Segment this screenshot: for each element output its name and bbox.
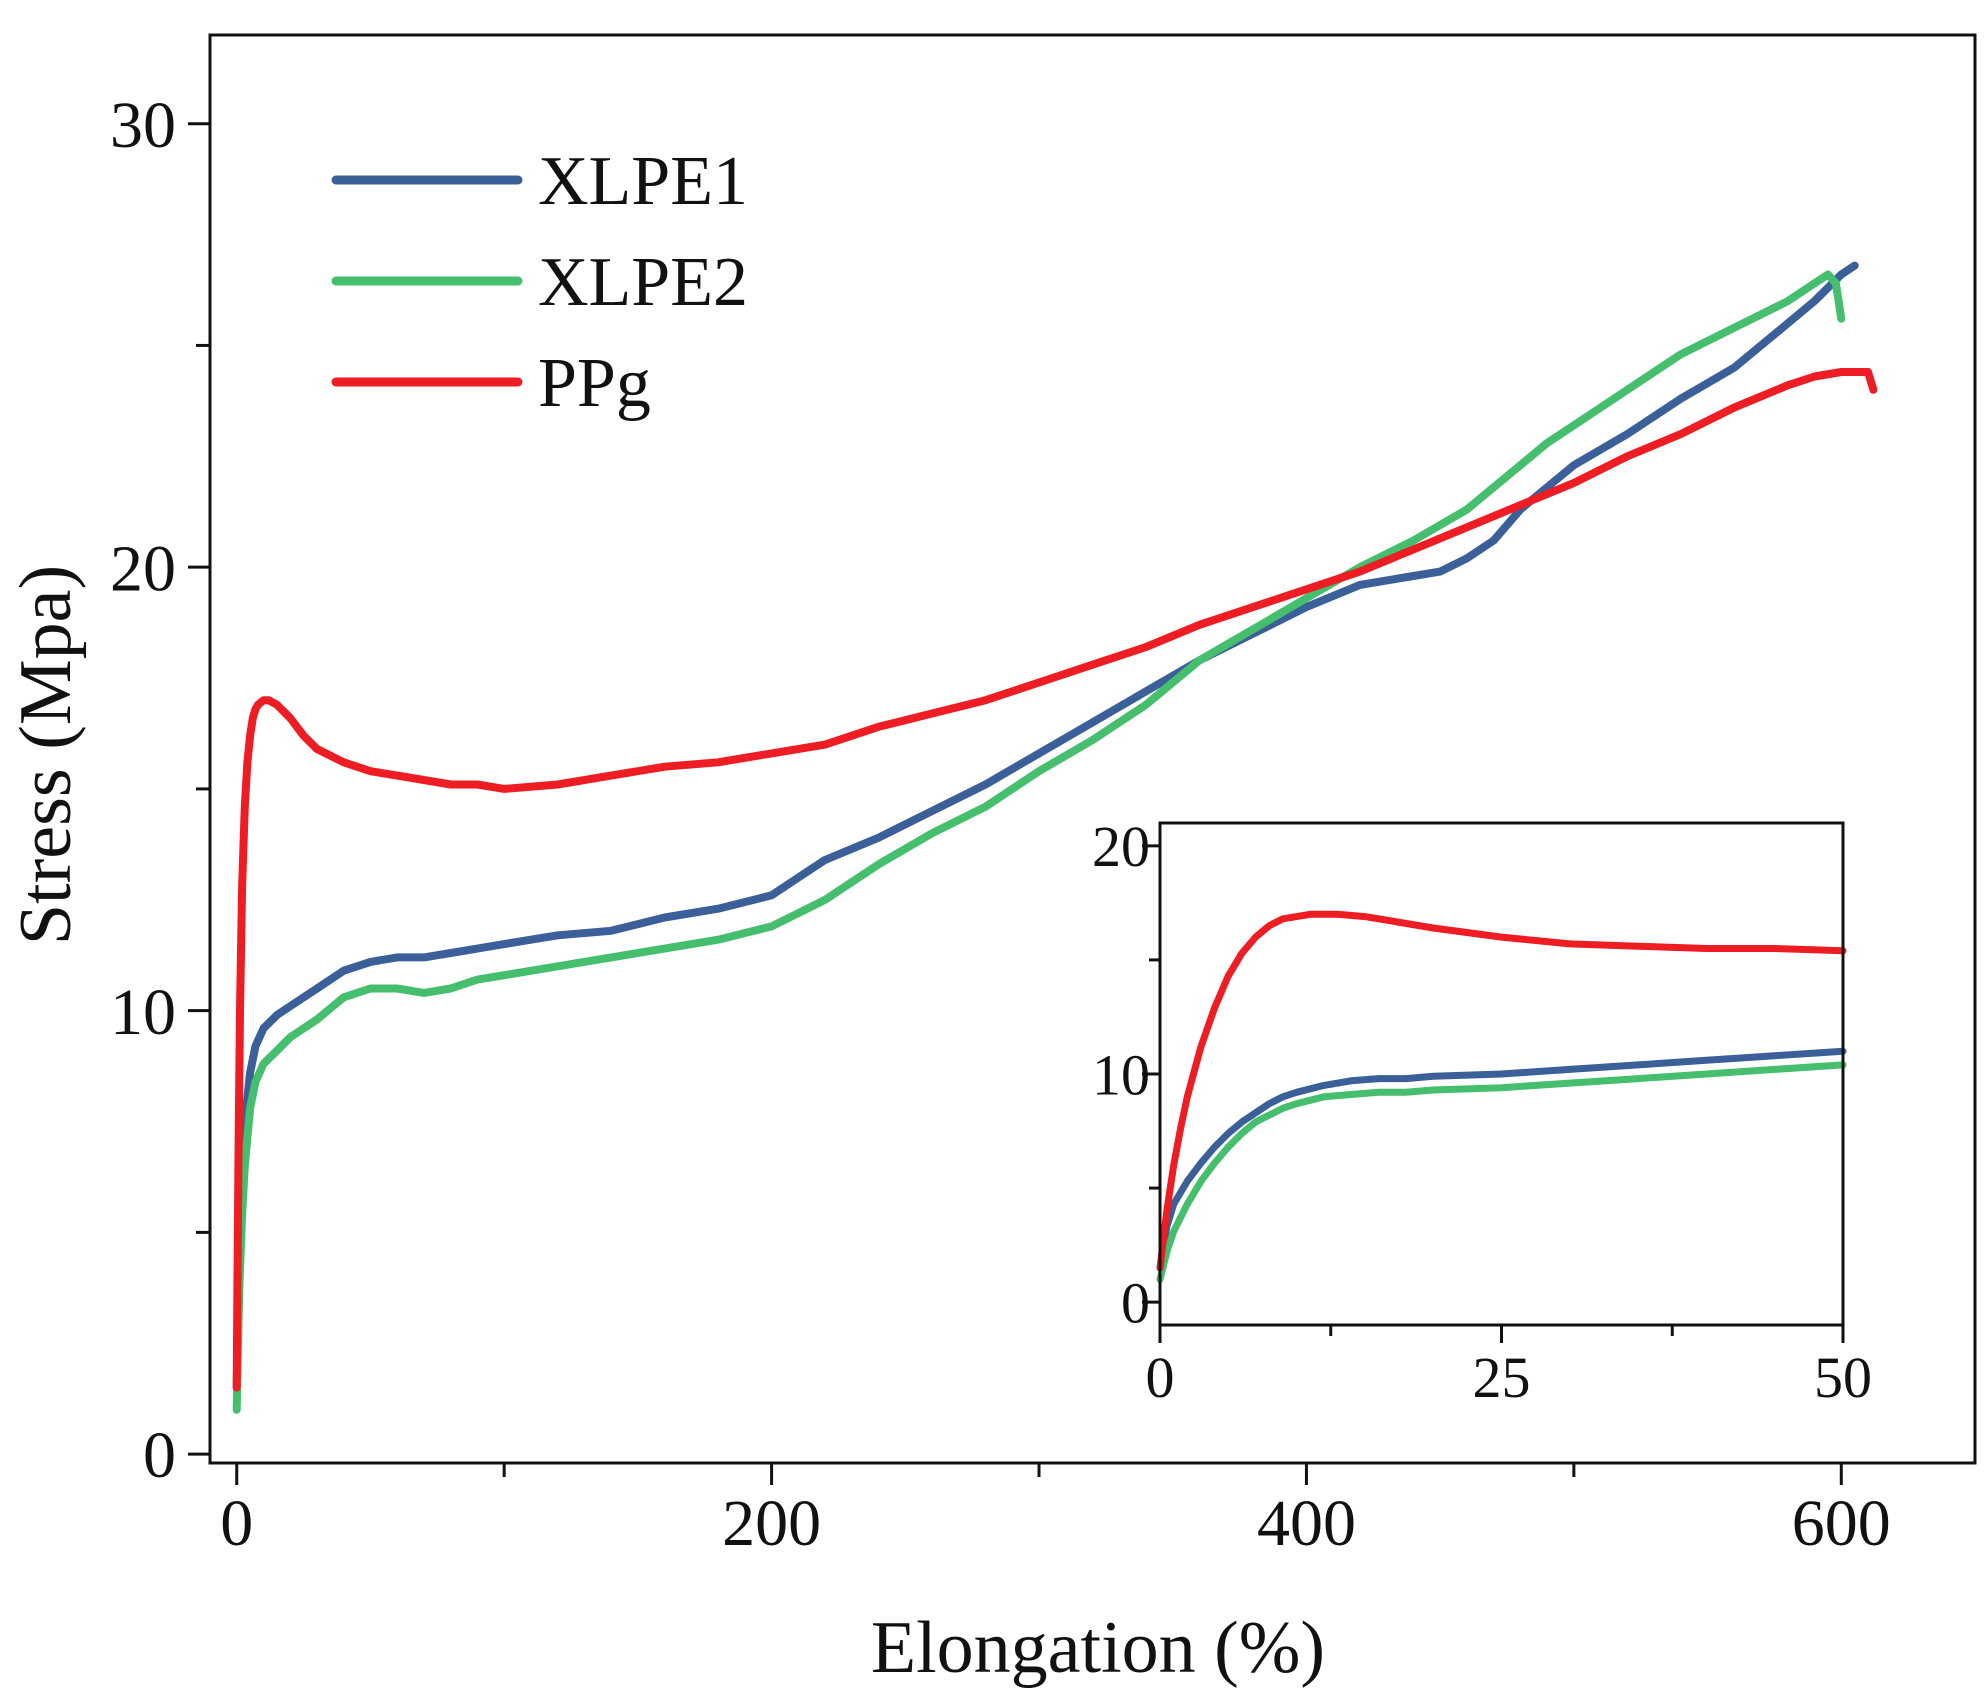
main-x-tick-label: 600 [1792, 1487, 1891, 1560]
main-series-line-xlpe1 [232, 261, 1859, 1392]
inset-x-tick-label: 25 [1473, 1345, 1531, 1410]
inset-y-tick-label: 10 [1092, 1042, 1150, 1107]
main-y-tick-label: 30 [110, 89, 176, 162]
main-y-tick-label: 20 [110, 532, 176, 605]
inset-x-tick-label: 50 [1814, 1345, 1872, 1410]
main-y-tick-label: 0 [143, 1419, 176, 1492]
main-series-line-xlpe2 [232, 270, 1846, 1414]
main-y-tick-label: 10 [110, 976, 176, 1049]
y-axis-label: Stress (Mpa) [5, 565, 87, 945]
main-x-tick-label: 0 [220, 1487, 253, 1560]
inset-x-tick-label: 0 [1146, 1345, 1175, 1410]
inset-series-line-xlpe1 [1156, 1047, 1847, 1272]
inset-series-lines [1156, 910, 1847, 1283]
main-plot-frame [208, 33, 1977, 1465]
inset-y-tick-label: 20 [1092, 814, 1150, 879]
inset-plot: 0 25 50 0 10 20 [1092, 814, 1872, 1410]
main-series-line-ppg [232, 368, 1878, 1392]
x-axis-label: Elongation (%) [871, 1607, 1325, 1689]
inset-tick-labels: 0 25 50 0 10 20 [1092, 814, 1872, 1410]
legend-label-xlpe2: XLPE2 [538, 244, 748, 321]
inset-y-tick-label: 0 [1121, 1270, 1150, 1335]
inset-series-line-ppg [1156, 910, 1847, 1272]
main-axis-ticks [188, 122, 1843, 1485]
legend-label-xlpe1: XLPE1 [538, 143, 748, 220]
main-x-tick-label: 200 [722, 1487, 821, 1560]
inset-axis-ticks [1142, 844, 1845, 1343]
main-x-tick-label: 400 [1257, 1487, 1356, 1560]
main-series-lines [232, 261, 1878, 1414]
legend: XLPE1 XLPE2 PPg [331, 143, 748, 422]
inset-series-line-xlpe2 [1156, 1061, 1847, 1283]
legend-label-ppg: PPg [538, 345, 651, 422]
